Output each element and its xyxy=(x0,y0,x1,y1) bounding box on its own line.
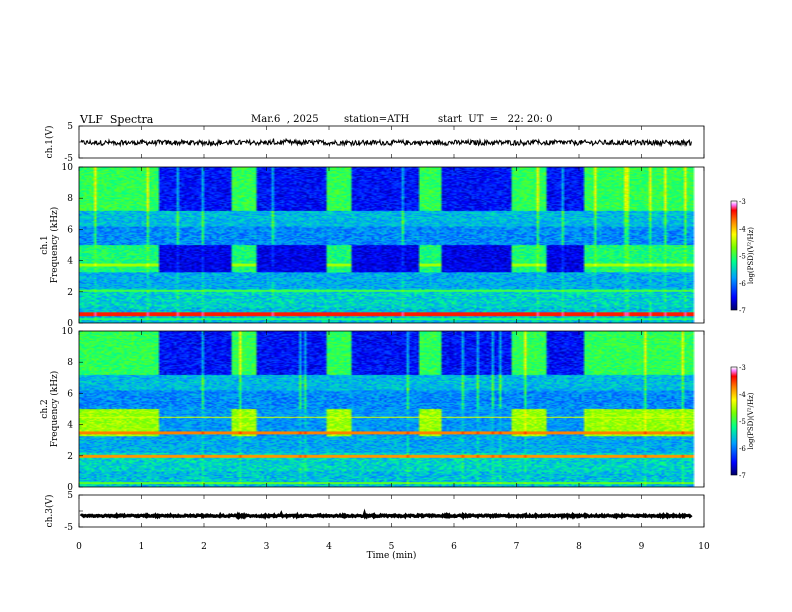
colorbar-gradient xyxy=(731,201,737,310)
y-tick-label: -5 xyxy=(64,154,73,164)
x-tick-label: 0 xyxy=(76,542,82,552)
x-tick-label: 8 xyxy=(576,542,582,552)
y-tick-label: -5 xyxy=(64,523,73,533)
ch2-colorbar: -3 -4 -5 -6 -7 log(PSD)(V²/Hz) xyxy=(730,364,755,480)
x-tick-label: 9 xyxy=(639,542,645,552)
y-axis-label: ch.1(V) xyxy=(44,126,55,159)
colorbar-tick-label: -6 xyxy=(739,445,746,453)
colorbar-tick-label: -4 xyxy=(739,391,746,399)
y-tick-label: 5 xyxy=(67,122,73,132)
y-tick-label: 6 xyxy=(67,389,73,399)
time-axis: 0 1 2 3 4 5 6 7 8 9 10 Time (min) xyxy=(76,542,710,561)
y-tick-label: 5 xyxy=(67,491,73,501)
waveform-line xyxy=(80,137,692,148)
colorbar-label: log(PSD)(V²/Hz) xyxy=(747,392,755,449)
colorbar-tick-label: -5 xyxy=(739,418,746,426)
y-tick-label: 10 xyxy=(62,163,74,173)
colorbar-frame xyxy=(730,200,738,311)
colorbar-tick-label: -7 xyxy=(739,472,746,480)
colorbar-label: log(PSD)(V²/Hz) xyxy=(747,227,755,284)
x-tick-label: 10 xyxy=(698,542,710,552)
station-label: station=ATH xyxy=(344,114,410,125)
ch1-waveform-panel: 5 -5 ch.1(V) xyxy=(44,122,705,164)
waveform-frame xyxy=(78,494,705,528)
x-tick-label: 2 xyxy=(201,542,207,552)
y-tick-label: 0 xyxy=(67,319,73,329)
spectrogram-image xyxy=(79,167,704,323)
y-tick-label: 8 xyxy=(67,358,73,368)
x-tick-label: 7 xyxy=(514,542,520,552)
waveform-line xyxy=(79,508,693,521)
colorbar-tick-label: -7 xyxy=(739,307,746,315)
ch2-spectrogram-panel: 0 2 4 6 8 10 ch.2Frequency (kHz) xyxy=(40,327,705,493)
y-axis-label: ch.1Frequency (kHz) xyxy=(40,207,60,284)
ch3-waveform-panel: 5 -5 ch.3(V) xyxy=(44,491,705,533)
ch1-colorbar: -3 -4 -5 -6 -7 log(PSD)(V²/Hz) xyxy=(730,198,755,315)
x-tick-label: 4 xyxy=(326,542,332,552)
colorbar-gradient xyxy=(731,367,737,475)
x-tick-label: 1 xyxy=(139,542,145,552)
x-tick-label: 3 xyxy=(264,542,270,552)
y-axis-label: ch.3(V) xyxy=(44,495,55,528)
x-tick-label: 6 xyxy=(451,542,457,552)
chart-title: VLF Spectra xyxy=(80,113,154,126)
date-label: Mar.6 , 2025 xyxy=(251,114,319,125)
x-tick-label: 5 xyxy=(389,542,395,552)
y-tick-label: 2 xyxy=(67,452,73,462)
colorbar-frame xyxy=(730,366,738,476)
colorbar-tick-label: -3 xyxy=(739,198,746,206)
x-axis-label: Time (min) xyxy=(367,550,417,561)
y-tick-label: 2 xyxy=(67,288,73,298)
colorbar-tick-label: -6 xyxy=(739,280,746,288)
colorbar-tick-label: -5 xyxy=(739,253,746,261)
colorbar-tick-label: -4 xyxy=(739,225,746,233)
y-tick-label: 8 xyxy=(67,194,73,204)
y-tick-label: 4 xyxy=(67,421,73,431)
ch1-spectrogram-panel: 0 2 4 6 8 10 ch.1Frequency (kHz) xyxy=(40,163,705,329)
start-ut-label: start UT = 22: 20: 0 xyxy=(438,114,553,125)
spectrogram-image xyxy=(79,331,704,487)
y-tick-label: 6 xyxy=(67,225,73,235)
y-axis-label: ch.2Frequency (kHz) xyxy=(40,371,60,448)
y-tick-label: 10 xyxy=(62,327,74,337)
colorbar-tick-label: -3 xyxy=(739,364,746,372)
y-tick-label: 0 xyxy=(67,483,73,493)
y-tick-label: 4 xyxy=(67,257,73,267)
